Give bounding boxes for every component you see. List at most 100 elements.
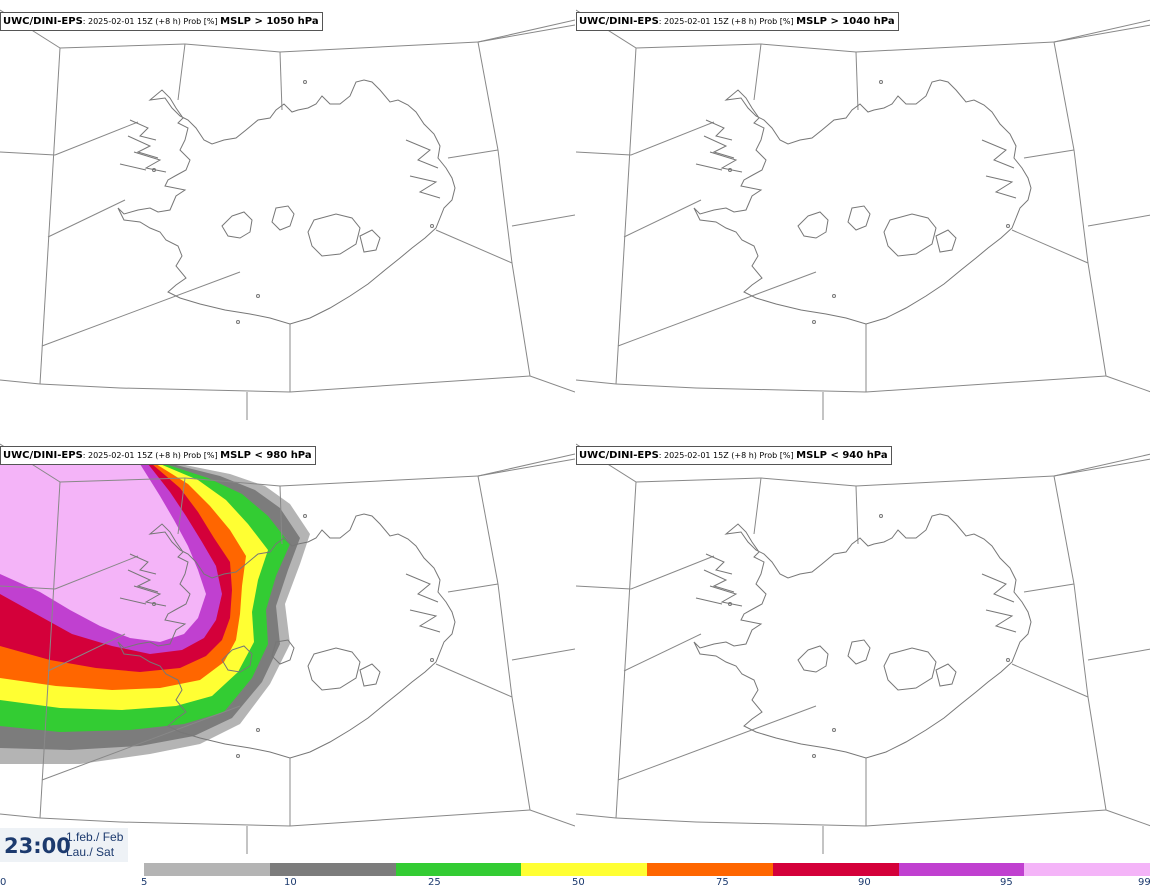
colorbar-segment (772, 863, 899, 876)
grid-line (54, 121, 139, 156)
colorbar-tick-label: 99 (1138, 877, 1150, 888)
grid-line (279, 51, 283, 111)
grid-line (39, 817, 121, 823)
grid-line (1053, 453, 1150, 477)
grid-line (497, 149, 513, 264)
colorbar-segment (647, 863, 773, 876)
island (832, 294, 836, 298)
grid-line (1087, 262, 1107, 377)
iceland-coastline (693, 79, 1032, 325)
grid-line (865, 809, 1107, 827)
grid-line (477, 24, 575, 43)
grid-line (279, 41, 479, 53)
fjord-line (981, 139, 1015, 169)
fjord-line (705, 119, 733, 141)
valid-time-clock: 23:00 (4, 834, 71, 858)
fjord-line (127, 569, 159, 593)
coastline (693, 513, 1032, 759)
iceland-coastline (117, 513, 456, 759)
threshold-label: MSLP < 980 hPa (220, 450, 312, 461)
grid-line (1053, 41, 1075, 151)
grid-line (1023, 149, 1075, 159)
grid-line (1053, 24, 1150, 43)
grid-line (529, 809, 575, 827)
colorbar-segment (898, 863, 1025, 876)
glacier-outline (221, 645, 253, 673)
grid-line (576, 379, 617, 385)
grid-line (477, 453, 575, 477)
grid-line (576, 813, 617, 819)
grid-line (623, 199, 702, 238)
grid-line (753, 43, 762, 101)
island (879, 514, 883, 518)
grid-line (1023, 583, 1075, 593)
panel-title: UWC/DINI-EPS: 2025-02-01 15Z (+8 h) Prob… (0, 446, 316, 465)
grid-line (447, 149, 499, 159)
grid-line (59, 43, 186, 49)
fjord-line (129, 119, 157, 141)
grid-line (177, 43, 186, 101)
map-panel-mslp-gt-1040: UWC/DINI-EPS: 2025-02-01 15Z (+8 h) Prob… (576, 0, 1150, 433)
fjord-line (981, 573, 1015, 603)
colorbar-segment (1024, 863, 1150, 876)
grid-line (47, 199, 126, 238)
threshold-label: MSLP > 1040 hPa (796, 16, 895, 27)
grid-line (511, 696, 531, 811)
island (728, 602, 732, 606)
glacier-outline (271, 639, 295, 665)
glacier-outline (847, 205, 871, 231)
fjord-line (405, 139, 439, 169)
colorbar-tick-label: 90 (858, 877, 871, 888)
grid-line (54, 555, 139, 590)
threshold-label: MSLP > 1050 hPa (220, 16, 319, 27)
grid-line (0, 151, 56, 156)
grid-line (1053, 458, 1150, 477)
island (152, 602, 156, 606)
projection-grid (576, 9, 1150, 420)
island (152, 168, 156, 172)
grid-line (576, 151, 632, 156)
grid-line (1053, 19, 1150, 43)
grid-line (41, 271, 241, 347)
grid-line (119, 821, 291, 827)
grid-line (760, 477, 857, 487)
grid-line (184, 43, 281, 53)
grid-line (617, 705, 817, 781)
colorbar-segment (521, 863, 647, 876)
glacier-outline (847, 639, 871, 665)
fjord-line (709, 151, 743, 173)
grid-line (177, 477, 186, 535)
grid-line (1087, 214, 1150, 227)
island (832, 728, 836, 732)
run-meta: : 2025-02-01 15Z (+8 h) Prob [%] (658, 17, 797, 26)
grid-line (1105, 375, 1150, 393)
grid-line (630, 555, 715, 590)
panel-title: UWC/DINI-EPS: 2025-02-01 15Z (+8 h) Prob… (576, 446, 892, 465)
grid-line (855, 41, 1055, 53)
island (812, 754, 816, 758)
island (430, 658, 434, 662)
grid-line (635, 477, 762, 483)
fjord-line (409, 175, 441, 199)
grid-line (0, 379, 41, 385)
grid-line (477, 41, 499, 151)
island (430, 224, 434, 228)
grid-line (1073, 149, 1089, 264)
map-panel-mslp-gt-1050: UWC/DINI-EPS: 2025-02-01 15Z (+8 h) Prob… (0, 0, 575, 433)
colorbar-segment (395, 863, 522, 876)
fjord-line (119, 597, 147, 605)
model-name: UWC/DINI-EPS (3, 450, 83, 461)
glacier-outline (935, 663, 957, 687)
grid-line (511, 648, 575, 661)
grid-line (39, 47, 61, 385)
glacier-outline (359, 229, 381, 253)
grid-line (529, 375, 575, 393)
valid-date-line2: Lau./ Sat (66, 845, 115, 859)
grid-line (477, 19, 575, 43)
fjord-line (409, 609, 441, 633)
glacier-outline (307, 647, 361, 691)
grid-line (760, 43, 857, 53)
island (1006, 224, 1010, 228)
glacier-outline (307, 213, 361, 257)
valid-date-line1: 1.feb./ Feb (66, 830, 124, 844)
